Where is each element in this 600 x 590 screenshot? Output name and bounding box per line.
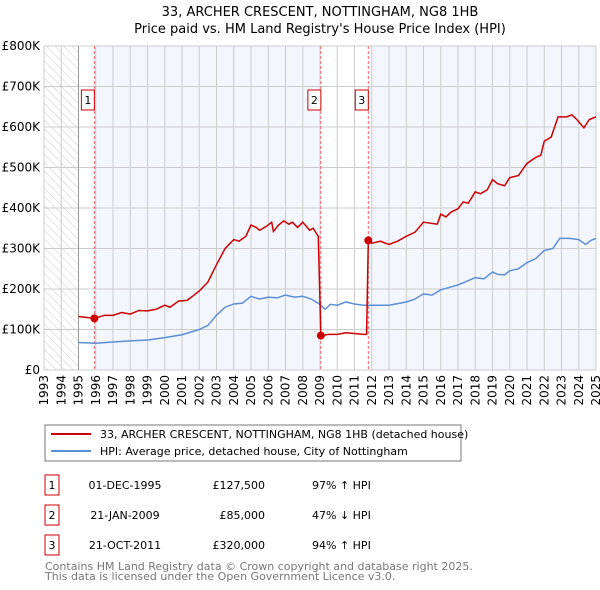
x-tick-label: 2018 bbox=[468, 375, 482, 406]
sale-row-date: 21-JAN-2009 bbox=[90, 509, 159, 522]
y-tick-label: £500K bbox=[2, 161, 42, 175]
y-tick-label: £600K bbox=[2, 120, 42, 134]
y-tick-label: £200K bbox=[2, 282, 42, 296]
x-tick-label: 2005 bbox=[244, 375, 258, 406]
sale-marker-label: 2 bbox=[311, 94, 318, 107]
y-tick-label: £700K bbox=[2, 80, 42, 94]
sale-row-hpi: 94% ↑ HPI bbox=[312, 539, 371, 552]
sale-marker-box bbox=[307, 89, 322, 111]
x-tick-label: 2006 bbox=[261, 375, 275, 406]
x-tick-label: 2004 bbox=[227, 375, 241, 406]
x-tick-label: 2011 bbox=[348, 375, 362, 406]
sale-row-badge bbox=[44, 534, 60, 556]
x-tick-label: 2016 bbox=[434, 375, 448, 406]
y-tick-label: £300K bbox=[2, 242, 42, 256]
x-tick-label: 1997 bbox=[106, 375, 120, 406]
x-tick-label: 1995 bbox=[72, 375, 86, 406]
y-tick-label: £800K bbox=[2, 39, 42, 53]
x-tick-label: 1998 bbox=[123, 375, 137, 406]
footer-licence: This data is licensed under the Open Gov… bbox=[44, 570, 395, 583]
sale-marker-label: 1 bbox=[84, 94, 91, 107]
legend-label-hpi: HPI: Average price, detached house, City… bbox=[100, 445, 408, 458]
sale-point bbox=[90, 314, 99, 323]
sale-row-price: £85,000 bbox=[220, 509, 266, 522]
x-tick-label: 2002 bbox=[192, 375, 206, 406]
x-tick-label: 1994 bbox=[54, 375, 68, 406]
chart-subtitle: Price paid vs. HM Land Registry's House … bbox=[134, 22, 506, 37]
hpi-line bbox=[78, 237, 597, 345]
footer-copyright: Contains HM Land Registry data © Crown c… bbox=[45, 560, 473, 573]
x-tick-label: 2003 bbox=[210, 375, 224, 406]
x-tick-label: 2012 bbox=[365, 375, 379, 406]
sale-row-number: 2 bbox=[49, 509, 56, 522]
x-tick-label: 2022 bbox=[537, 375, 551, 406]
sale-row-date: 01-DEC-1995 bbox=[88, 479, 161, 492]
x-tick-label: 2015 bbox=[417, 375, 431, 406]
y-tick-label: £400K bbox=[2, 201, 42, 215]
x-tick-label: 2013 bbox=[382, 375, 396, 406]
sale-marker-box bbox=[80, 89, 95, 111]
sale-marker-box bbox=[354, 89, 369, 111]
x-tick-label: 1996 bbox=[89, 375, 103, 406]
x-tick-label: 2021 bbox=[520, 375, 534, 406]
sale-point bbox=[364, 236, 373, 245]
sale-row-price: £320,000 bbox=[213, 539, 266, 552]
y-tick-label: £0 bbox=[25, 363, 40, 377]
x-tick-label: 2008 bbox=[296, 375, 310, 406]
x-tick-label: 2010 bbox=[330, 375, 344, 406]
x-tick-label: 2007 bbox=[279, 375, 293, 406]
x-tick-label: 1993 bbox=[37, 375, 51, 406]
legend-label-property: 33, ARCHER CRESCENT, NOTTINGHAM, NG8 1HB… bbox=[100, 428, 468, 441]
sale-row-number: 1 bbox=[49, 479, 56, 492]
sale-row-hpi: 47% ↓ HPI bbox=[312, 509, 371, 522]
sale-row-hpi: 97% ↑ HPI bbox=[312, 479, 371, 492]
x-tick-label: 2024 bbox=[572, 375, 586, 406]
x-tick-label: 2020 bbox=[503, 375, 517, 406]
x-tick-label: 2025 bbox=[589, 375, 600, 406]
property-price-line bbox=[78, 113, 597, 337]
sale-row-price: £127,500 bbox=[213, 479, 266, 492]
x-tick-label: 1999 bbox=[141, 375, 155, 406]
sale-row-date: 21-OCT-2011 bbox=[89, 539, 161, 552]
x-tick-label: 2023 bbox=[555, 375, 569, 406]
x-tick-label: 2001 bbox=[175, 375, 189, 406]
sale-row-badge bbox=[44, 504, 60, 526]
chart-title: 33, ARCHER CRESCENT, NOTTINGHAM, NG8 1HB bbox=[162, 5, 479, 20]
x-tick-label: 2000 bbox=[158, 375, 172, 406]
sale-row-number: 3 bbox=[49, 539, 56, 552]
x-tick-label: 2017 bbox=[451, 375, 465, 406]
x-tick-label: 2019 bbox=[486, 375, 500, 406]
sale-row-badge bbox=[44, 474, 60, 496]
x-tick-label: 2009 bbox=[313, 375, 327, 406]
sale-marker-label: 3 bbox=[358, 94, 365, 107]
legend-box bbox=[44, 424, 462, 462]
x-tick-label: 2014 bbox=[399, 375, 413, 406]
sale-point bbox=[316, 331, 325, 340]
y-tick-label: £100K bbox=[2, 323, 42, 337]
